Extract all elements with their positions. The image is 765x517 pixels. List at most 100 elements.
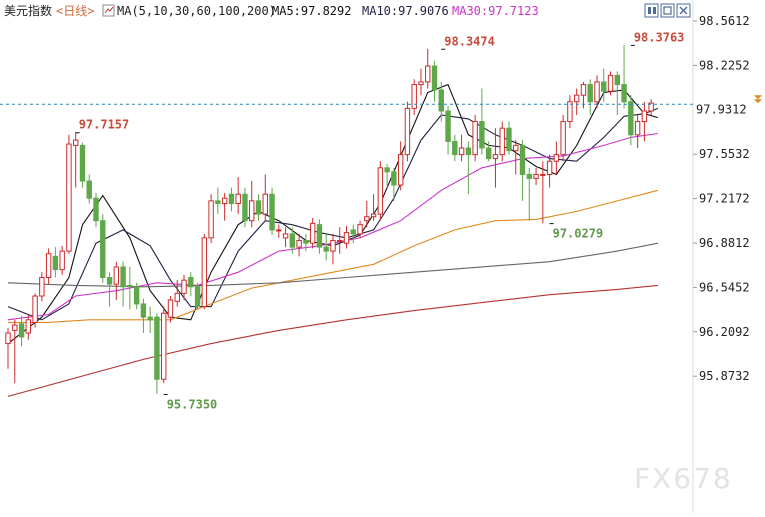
candle: [221, 192, 228, 221]
watermark: FX678: [634, 462, 733, 495]
candle-body: [506, 127, 512, 152]
ma10-value: MA10:97.9076: [362, 4, 449, 18]
annotation-high-label: 98.3763: [634, 30, 685, 44]
candle-body: [560, 121, 566, 156]
candle: [201, 233, 208, 310]
candle: [431, 60, 438, 102]
candle-body: [262, 193, 268, 215]
candle-body: [93, 197, 99, 222]
candle: [458, 134, 465, 162]
y-tick-label: 97.5532: [699, 147, 750, 161]
candle-body: [120, 266, 126, 288]
candle: [228, 187, 235, 212]
candle: [147, 306, 153, 334]
candle-body: [438, 89, 444, 112]
candle-body: [573, 94, 580, 103]
candle-body: [370, 213, 377, 218]
candle-body: [25, 319, 32, 334]
candle: [161, 306, 167, 384]
candle: [513, 140, 519, 175]
y-tick-label: 96.5452: [699, 280, 750, 294]
candle: [289, 227, 296, 254]
candle-body: [316, 224, 323, 248]
candle-body: [526, 173, 532, 179]
candle-body: [540, 173, 546, 176]
candle-body: [52, 255, 59, 271]
candle: [573, 88, 580, 115]
candle-body: [384, 167, 390, 173]
ma-params-label: MA(5,10,30,60,100,200): [117, 4, 276, 18]
candle-body: [289, 233, 296, 248]
candle: [553, 141, 560, 175]
candle-body: [492, 154, 499, 160]
candle: [296, 233, 302, 257]
candle-body: [519, 144, 526, 175]
candle: [249, 181, 255, 228]
y-tick-label: 96.8812: [699, 236, 750, 250]
candle-body: [161, 312, 167, 380]
candle-body: [621, 84, 627, 103]
candle: [188, 272, 194, 297]
candle: [269, 187, 275, 236]
candle: [621, 44, 627, 109]
candle-body: [194, 286, 201, 308]
candle-body: [45, 253, 52, 279]
annotation-high-label: 97.7157: [79, 118, 130, 132]
candle: [167, 296, 174, 323]
period-label[interactable]: <日线>: [56, 4, 94, 18]
candle: [418, 68, 424, 96]
candle-body: [431, 65, 438, 91]
candle-body: [303, 240, 309, 244]
candle: [12, 319, 18, 384]
candle: [634, 114, 641, 149]
fullscreen-icon[interactable]: [660, 3, 675, 18]
candle: [208, 194, 214, 244]
candle: [303, 233, 309, 252]
candle: [235, 177, 241, 215]
candle-body: [499, 127, 505, 156]
candle: [601, 68, 607, 102]
candle: [309, 218, 316, 249]
candle: [594, 75, 600, 109]
current-price-value: 97.9312: [696, 102, 747, 116]
ma60-line: [8, 189, 659, 323]
candle-body: [594, 81, 600, 103]
candle-body: [59, 250, 65, 271]
candle-body: [100, 220, 106, 279]
candle: [350, 224, 356, 244]
candle: [323, 233, 329, 261]
chart-title: 美元指数: [4, 3, 52, 18]
candle-body: [337, 240, 343, 243]
y-axis-ticks: 98.5612 98.2252 97.5532 97.2172 96.8812 96.54…: [693, 14, 750, 383]
candle: [32, 293, 38, 328]
annotation-low-label: 97.0279: [553, 227, 604, 241]
candle: [411, 79, 417, 115]
current-price-tag: 97.9312: [696, 95, 762, 116]
chart-panel-icon[interactable]: [644, 3, 659, 18]
ma-settings-icon[interactable]: [102, 4, 115, 17]
candle: [384, 163, 390, 188]
candle: [120, 261, 126, 307]
candle: [641, 101, 648, 142]
annotation-high-label: 98.3474: [444, 34, 495, 48]
close-icon[interactable]: [676, 3, 691, 18]
candle-body: [350, 229, 356, 235]
candle-body: [533, 173, 539, 179]
candle-body: [364, 216, 370, 222]
candle-body: [133, 286, 140, 305]
candle-body: [546, 160, 553, 175]
ma200-line: [7, 284, 658, 397]
candle: [25, 314, 32, 340]
candle-body: [269, 193, 275, 231]
candle-body: [79, 144, 86, 182]
candle: [472, 114, 478, 162]
candle-body: [357, 224, 363, 235]
candle: [140, 298, 147, 334]
candle: [127, 266, 133, 310]
annotation-low-label: 95.7350: [167, 397, 218, 411]
price-annotations: 97.7157 95.7350 98.3474 97.0279 98.3763: [75, 30, 685, 411]
candle-body: [411, 84, 417, 109]
candle: [465, 141, 472, 195]
candle-body: [181, 279, 187, 294]
candle-body: [249, 200, 255, 222]
